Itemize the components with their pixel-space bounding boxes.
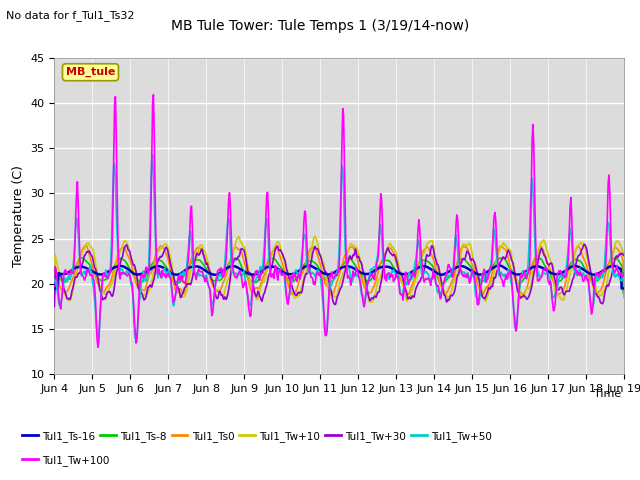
Text: MB_tule: MB_tule (66, 67, 115, 77)
Text: No data for f_Tul1_Ts32: No data for f_Tul1_Ts32 (6, 10, 135, 21)
Text: MB Tule Tower: Tule Temps 1 (3/19/14-now): MB Tule Tower: Tule Temps 1 (3/19/14-now… (171, 19, 469, 33)
Y-axis label: Temperature (C): Temperature (C) (12, 165, 25, 267)
Legend: Tul1_Ts-16, Tul1_Ts-8, Tul1_Ts0, Tul1_Tw+10, Tul1_Tw+30, Tul1_Tw+50: Tul1_Ts-16, Tul1_Ts-8, Tul1_Ts0, Tul1_Tw… (18, 427, 496, 446)
Text: Time: Time (593, 389, 621, 399)
Legend: Tul1_Tw+100: Tul1_Tw+100 (18, 451, 113, 470)
